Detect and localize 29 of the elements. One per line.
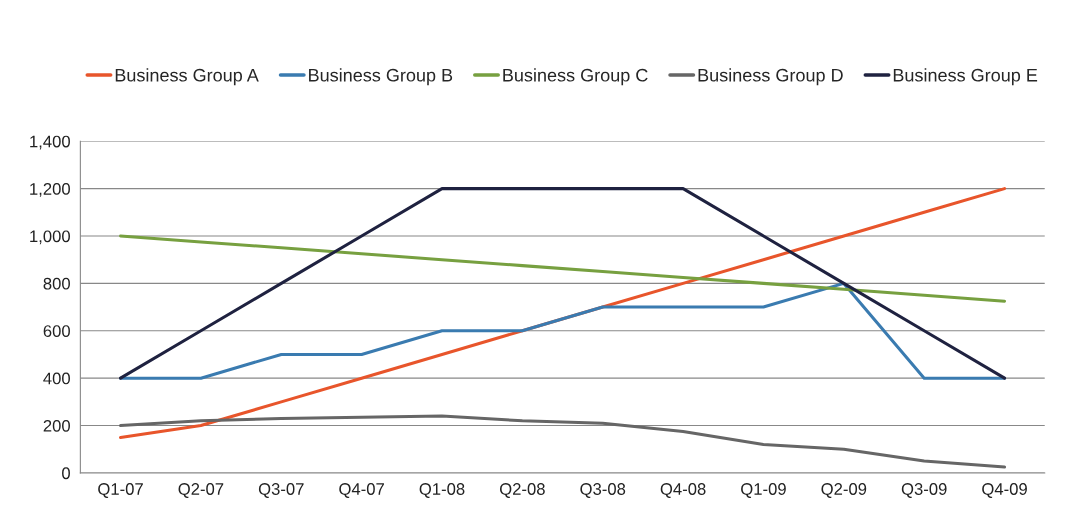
legend-label: Business Group E <box>893 68 1038 86</box>
y-tick-label: 400 <box>43 372 70 385</box>
legend-label: Business Group D <box>698 68 843 86</box>
y-tick-label: 200 <box>43 419 70 432</box>
x-tick-label: Q2-08 <box>500 483 545 498</box>
legend-label: Business Group C <box>503 68 648 86</box>
line-series <box>119 234 1007 303</box>
x-tick-label: Q4-07 <box>339 483 384 498</box>
y-tick-label: 800 <box>43 277 70 290</box>
x-tick-label: Q2-09 <box>821 483 867 498</box>
legend-label: Business Group B <box>309 68 453 86</box>
x-tick-label: Q4-09 <box>982 483 1027 498</box>
y-tick-label: 1,000 <box>30 230 70 245</box>
x-tick-label: Q3-07 <box>258 483 304 498</box>
y-tick-label: 1,200 <box>30 183 70 197</box>
x-tick-label: Q1-07 <box>98 483 143 498</box>
x-tick-label: Q1-08 <box>419 483 465 498</box>
y-tick-label: 0 <box>62 467 70 480</box>
legend-label: Business Group A <box>115 68 259 86</box>
y-tick-label: 1,400 <box>30 135 70 150</box>
line-series <box>119 281 1007 380</box>
x-tick-label: Q2-07 <box>178 483 224 498</box>
x-tick-label: Q3-08 <box>580 483 626 498</box>
line-series <box>119 187 1007 380</box>
x-tick-label: Q4-08 <box>660 483 706 498</box>
y-tick-label: 600 <box>43 325 70 337</box>
x-tick-label: Q3-09 <box>901 483 947 498</box>
line-series <box>119 414 1007 469</box>
x-tick-label: Q1-09 <box>741 483 786 498</box>
